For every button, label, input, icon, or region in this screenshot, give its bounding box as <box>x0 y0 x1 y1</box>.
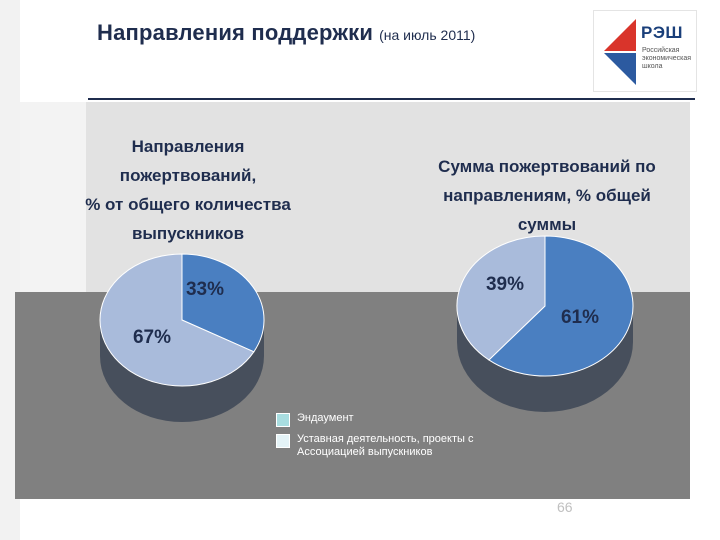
logo-description: Российская экономическая школа <box>642 47 692 70</box>
pie-1-slice-1 <box>181 253 265 353</box>
pie-chart-1-title-line-2: % от общего количества <box>85 195 291 214</box>
page-number: 66 <box>557 499 573 515</box>
pie-chart-1-title-line-1: Направления пожертвований, <box>119 137 257 185</box>
pie-chart-1: 33% 67% <box>99 253 265 422</box>
pie-chart-2-title-line-1: Сумма пожертвований по <box>438 157 656 176</box>
pie-chart-2: 61% 39% <box>456 235 634 412</box>
pie-2-label-1: 61% <box>561 307 599 328</box>
legend-swatch-statutory <box>276 434 290 448</box>
pie-2-label-2: 39% <box>486 274 524 295</box>
left-white-block <box>20 102 86 292</box>
pie-1-label-1: 33% <box>186 279 224 300</box>
legend-label-endowment: Эндаумент <box>297 412 354 424</box>
logo-emblem-icon <box>604 19 636 85</box>
title-rule <box>88 98 695 100</box>
slide-title-main: Направления поддержки <box>97 20 374 45</box>
legend-label-statutory: Уставная деятельность, проекты с Ассоциа… <box>297 433 474 458</box>
legend-item-statutory: Уставная деятельность, проекты с Ассоциа… <box>276 433 476 459</box>
nes-logo: РЭШ Российская экономическая школа <box>593 10 697 92</box>
slide-title: Направления поддержки (на июль 2011) <box>97 20 475 46</box>
pie-chart-1-title: Направления пожертвований, % от общего к… <box>72 132 304 248</box>
legend-swatch-endowment <box>276 413 290 427</box>
pie-2-slice-2 <box>456 235 546 361</box>
pie-1-slice-2 <box>99 253 255 387</box>
pie-2-slice-1 <box>488 235 634 377</box>
legend-item-endowment: Эндаумент <box>276 412 476 427</box>
logo-name: РЭШ <box>641 23 684 42</box>
legend: Эндаумент Уставная деятельность, проекты… <box>276 412 476 467</box>
pie-1-label-2: 67% <box>133 327 171 348</box>
slide-title-date: (на июль 2011) <box>379 27 476 43</box>
pie-chart-1-title-line-3: выпускников <box>131 224 245 243</box>
pie-chart-2-title: Сумма пожертвований по направлениям, % о… <box>432 152 662 239</box>
pie-chart-2-title-line-2: направлениям, % общей суммы <box>443 186 651 234</box>
